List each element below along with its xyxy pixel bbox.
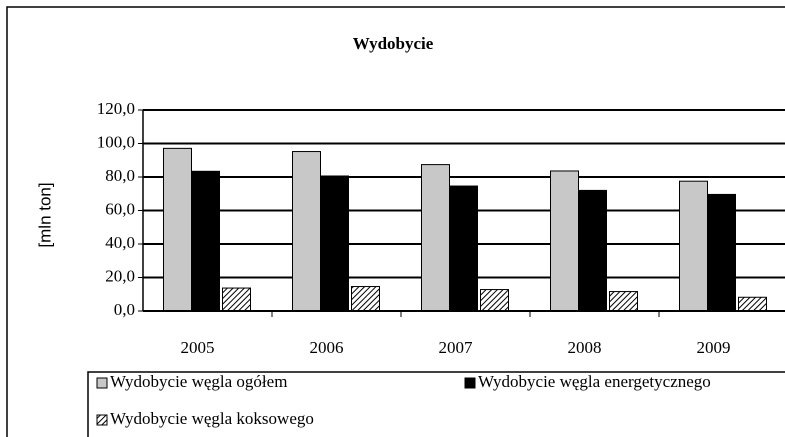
bar — [320, 175, 349, 312]
legend-swatch — [96, 377, 108, 389]
bar — [679, 180, 708, 312]
legend-box — [87, 371, 785, 437]
bar — [480, 289, 509, 312]
y-tick-label: 40,0 — [105, 233, 135, 252]
bar — [449, 185, 478, 312]
bar — [707, 193, 736, 312]
x-tick-label: 2008 — [568, 338, 602, 357]
bar — [578, 189, 607, 312]
legend-label: Wydobycie węgla koksowego — [110, 409, 314, 428]
chart-frame — [6, 6, 785, 437]
bar — [609, 291, 638, 312]
y-tick-label: 20,0 — [105, 266, 135, 285]
bar — [191, 170, 220, 312]
legend-label: Wydobycie węgla energetycznego — [478, 372, 711, 391]
x-tick-label: 2009 — [697, 338, 731, 357]
legend-swatch — [464, 377, 476, 389]
legend-label: Wydobycie węgla ogółem — [110, 372, 287, 391]
y-tick-label: 80,0 — [105, 166, 135, 185]
bar — [163, 147, 192, 312]
chart-title: Wydobycie — [353, 34, 434, 53]
bar — [222, 287, 251, 312]
y-axis-label: [mln ton] — [35, 182, 54, 247]
bar — [421, 164, 450, 312]
x-tick-label: 2006 — [310, 338, 344, 357]
y-tick-label: 60,0 — [105, 199, 135, 218]
y-tick-label: 120,0 — [97, 99, 135, 118]
y-tick-label: 0,0 — [114, 300, 135, 319]
bar — [738, 296, 767, 312]
y-tick-label: 100,0 — [97, 132, 135, 151]
legend-swatch — [96, 414, 108, 426]
x-tick-label: 2005 — [181, 338, 215, 357]
bar — [351, 286, 380, 312]
bar — [292, 151, 321, 312]
bar — [550, 170, 579, 312]
x-tick-label: 2007 — [439, 338, 474, 357]
